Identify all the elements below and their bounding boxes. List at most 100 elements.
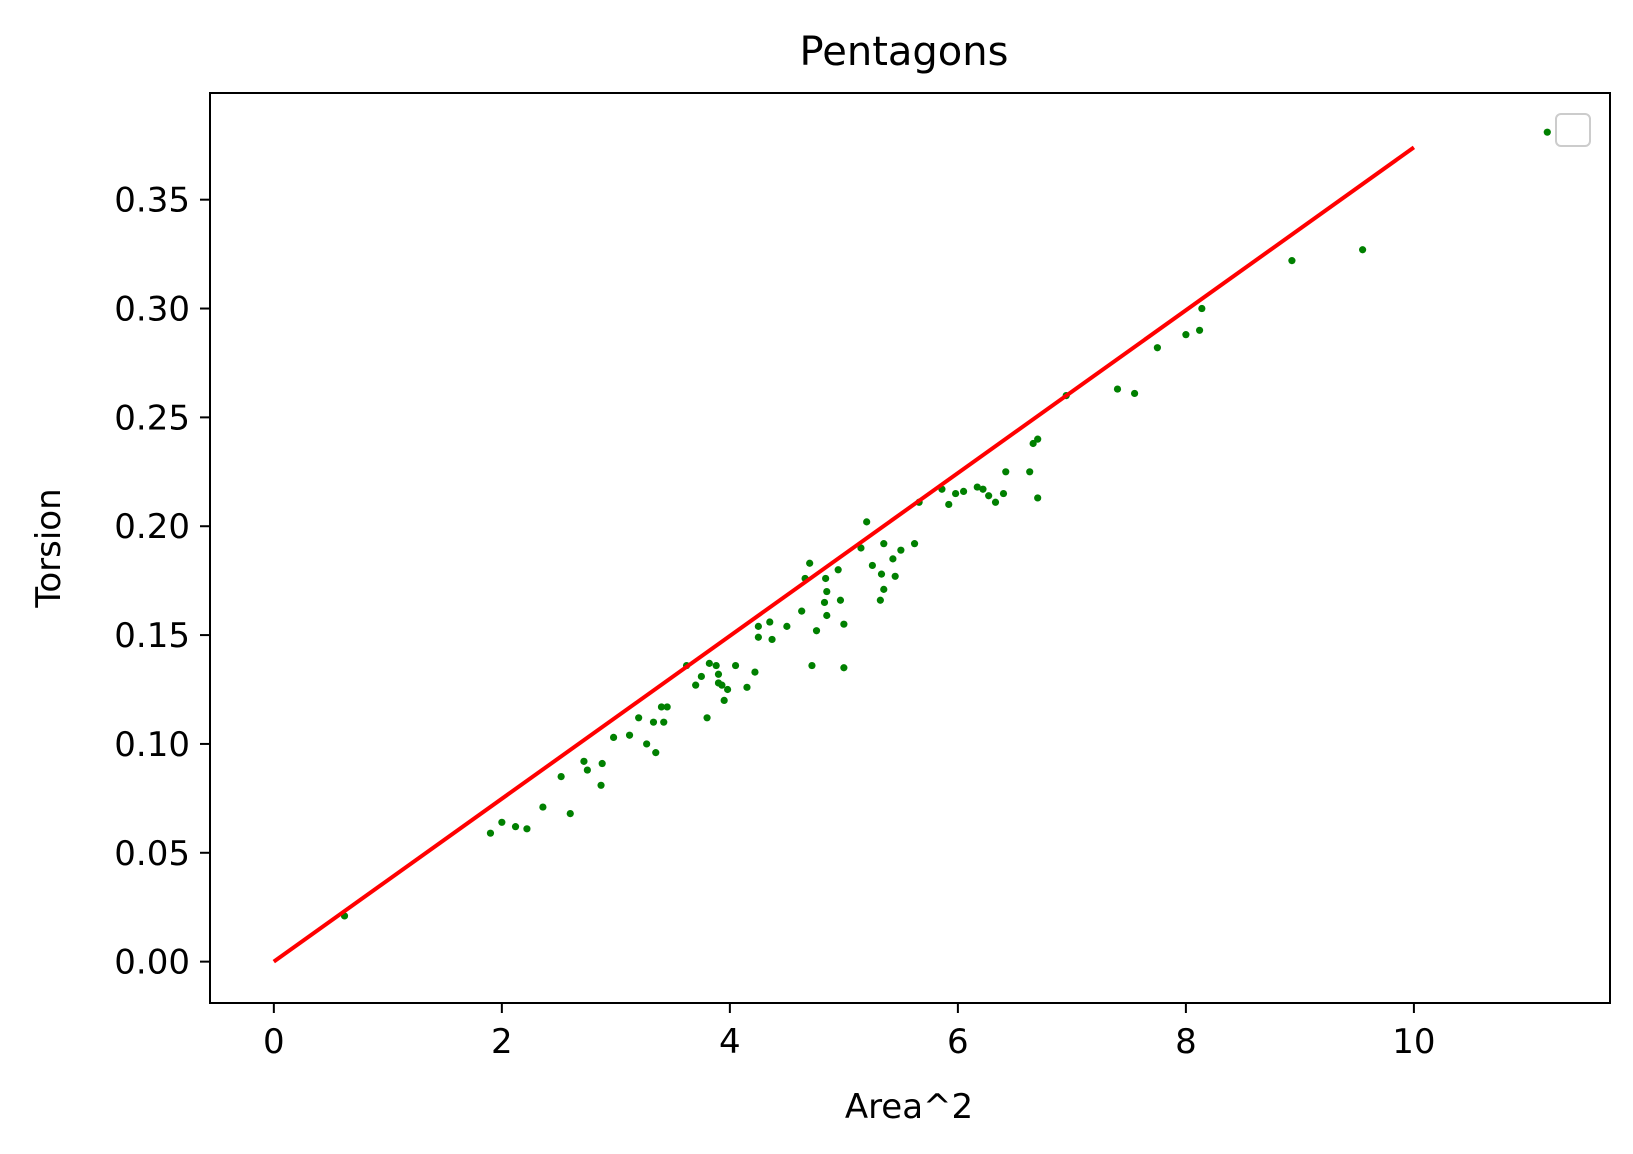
scatter-point bbox=[952, 489, 960, 498]
scatter-point bbox=[1359, 246, 1367, 254]
plot-area bbox=[209, 92, 1611, 1004]
scatter-point bbox=[1029, 439, 1037, 448]
scatter-point bbox=[723, 685, 732, 694]
series-layer bbox=[272, 128, 1551, 964]
scatter-point bbox=[523, 825, 531, 833]
scatter-point bbox=[808, 661, 816, 670]
scatter-point bbox=[1198, 304, 1206, 313]
scatter-point bbox=[743, 683, 751, 691]
scatter-point bbox=[880, 540, 888, 548]
x-tick-label: 6 bbox=[947, 1022, 969, 1062]
scatter-point bbox=[822, 574, 830, 583]
scatter-point bbox=[1288, 257, 1296, 265]
y-tick-label: 0.10 bbox=[114, 725, 190, 765]
x-tick-label: 4 bbox=[719, 1022, 741, 1062]
scatter-point bbox=[625, 731, 634, 739]
scatter-point bbox=[823, 611, 831, 620]
scatter-point bbox=[712, 661, 720, 670]
scatter-point bbox=[511, 823, 520, 831]
scatter-point bbox=[823, 587, 831, 596]
scatter-point bbox=[609, 733, 618, 742]
scatter-point bbox=[583, 766, 591, 774]
scatter-point bbox=[1113, 385, 1122, 393]
scatter-point bbox=[979, 485, 987, 493]
scatter-point bbox=[891, 572, 899, 580]
scatter-point bbox=[566, 809, 574, 818]
scatter-point bbox=[991, 498, 1000, 506]
scatter-point bbox=[751, 668, 759, 676]
scatter-point bbox=[812, 627, 821, 635]
scatter-point bbox=[754, 622, 762, 630]
scatter-point bbox=[643, 740, 651, 748]
x-tick-label: 0 bbox=[263, 1022, 285, 1062]
y-tick-label: 0.25 bbox=[114, 398, 190, 438]
scatter-point bbox=[877, 570, 886, 578]
x-tick-label: 10 bbox=[1392, 1022, 1435, 1062]
scatter-point bbox=[663, 703, 671, 711]
y-tick-label: 0.15 bbox=[114, 616, 190, 656]
y-tick-label: 0.00 bbox=[114, 943, 190, 983]
scatter-point bbox=[1002, 468, 1010, 476]
scatter-point bbox=[973, 483, 981, 491]
scatter-point bbox=[597, 781, 605, 789]
scatter-point bbox=[959, 487, 968, 495]
x-axis: 0 2 4 6 8 10 bbox=[263, 1003, 1436, 1062]
scatter-point bbox=[910, 540, 919, 548]
scatter-point bbox=[863, 518, 871, 526]
scatter-point bbox=[1034, 435, 1042, 443]
x-axis-label: Area^2 bbox=[845, 1087, 973, 1127]
scatter-point bbox=[703, 714, 711, 722]
y-axis: 0.00 0.05 0.10 0.15 0.20 0.25 0.30 0.35 bbox=[114, 181, 210, 983]
scatter-point bbox=[945, 500, 953, 509]
scatter-point bbox=[768, 635, 776, 644]
scatter-point bbox=[766, 618, 774, 626]
scatter-point bbox=[498, 818, 506, 826]
chart-title: Pentagons bbox=[800, 29, 1009, 75]
scatter-point bbox=[720, 696, 728, 704]
y-tick-label: 0.20 bbox=[114, 507, 190, 547]
scatter-point bbox=[897, 546, 905, 554]
scatter-point bbox=[486, 829, 495, 837]
scatter-point bbox=[705, 659, 713, 667]
scatter-point bbox=[985, 492, 993, 500]
x-tick-label: 2 bbox=[491, 1022, 513, 1062]
scatter-point bbox=[1195, 326, 1204, 334]
scatter-point bbox=[598, 759, 606, 768]
scatter-point bbox=[798, 607, 806, 615]
scatter-point bbox=[697, 672, 705, 681]
scatter-point bbox=[649, 718, 658, 726]
scatter-point bbox=[657, 703, 666, 711]
scatter-point bbox=[1130, 389, 1139, 398]
scatter-point bbox=[1153, 344, 1161, 352]
scatter-point bbox=[754, 633, 762, 641]
scatter-point bbox=[714, 670, 723, 678]
scatter-point bbox=[783, 622, 791, 630]
scatter-point bbox=[820, 598, 829, 607]
scatter-point bbox=[834, 566, 842, 574]
y-tick-label: 0.35 bbox=[114, 181, 190, 221]
scatter-point bbox=[1543, 128, 1551, 136]
scatter-point bbox=[660, 718, 668, 726]
scatter-point bbox=[539, 803, 547, 811]
scatter-point bbox=[652, 749, 660, 757]
fit-line bbox=[272, 145, 1416, 964]
scatter-point bbox=[806, 559, 814, 567]
scatter-point bbox=[880, 585, 888, 593]
scatter-point bbox=[731, 661, 740, 670]
scatter-point bbox=[1034, 494, 1042, 502]
scatter-point bbox=[836, 596, 845, 604]
scatter-point bbox=[692, 681, 700, 689]
scatter-point bbox=[718, 681, 726, 689]
y-tick-label: 0.30 bbox=[114, 290, 190, 330]
scatter-point bbox=[635, 714, 643, 722]
scatter-point bbox=[1026, 468, 1034, 476]
y-axis-label: Torsion bbox=[29, 488, 69, 608]
scatter-point bbox=[840, 620, 848, 628]
scatter-point bbox=[999, 489, 1008, 498]
scatter-point bbox=[876, 596, 884, 604]
plot-frame bbox=[209, 92, 1611, 1004]
scatter-point bbox=[889, 555, 897, 563]
scatter-point bbox=[868, 561, 876, 570]
scatter-point bbox=[857, 544, 865, 552]
